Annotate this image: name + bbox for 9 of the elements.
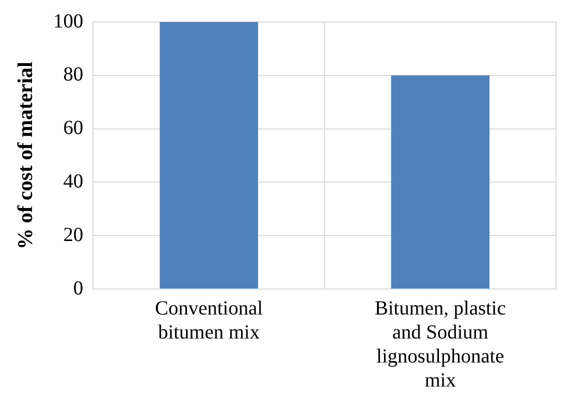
x-tick-label: Conventional bitumen mix bbox=[155, 297, 264, 344]
y-tick-label: 20 bbox=[63, 224, 84, 246]
y-tick-label: 40 bbox=[63, 170, 84, 192]
y-tick-label: 60 bbox=[63, 117, 84, 140]
x-tick-label: Bitumen, plastic and Sodium lignosulphonate mix bbox=[374, 297, 506, 392]
y-tick-label: 80 bbox=[63, 64, 84, 86]
y-tick-label: 0 bbox=[73, 277, 84, 300]
y-tick-label: 100 bbox=[53, 10, 84, 32]
y-axis-title: % of cost of material bbox=[13, 61, 38, 250]
